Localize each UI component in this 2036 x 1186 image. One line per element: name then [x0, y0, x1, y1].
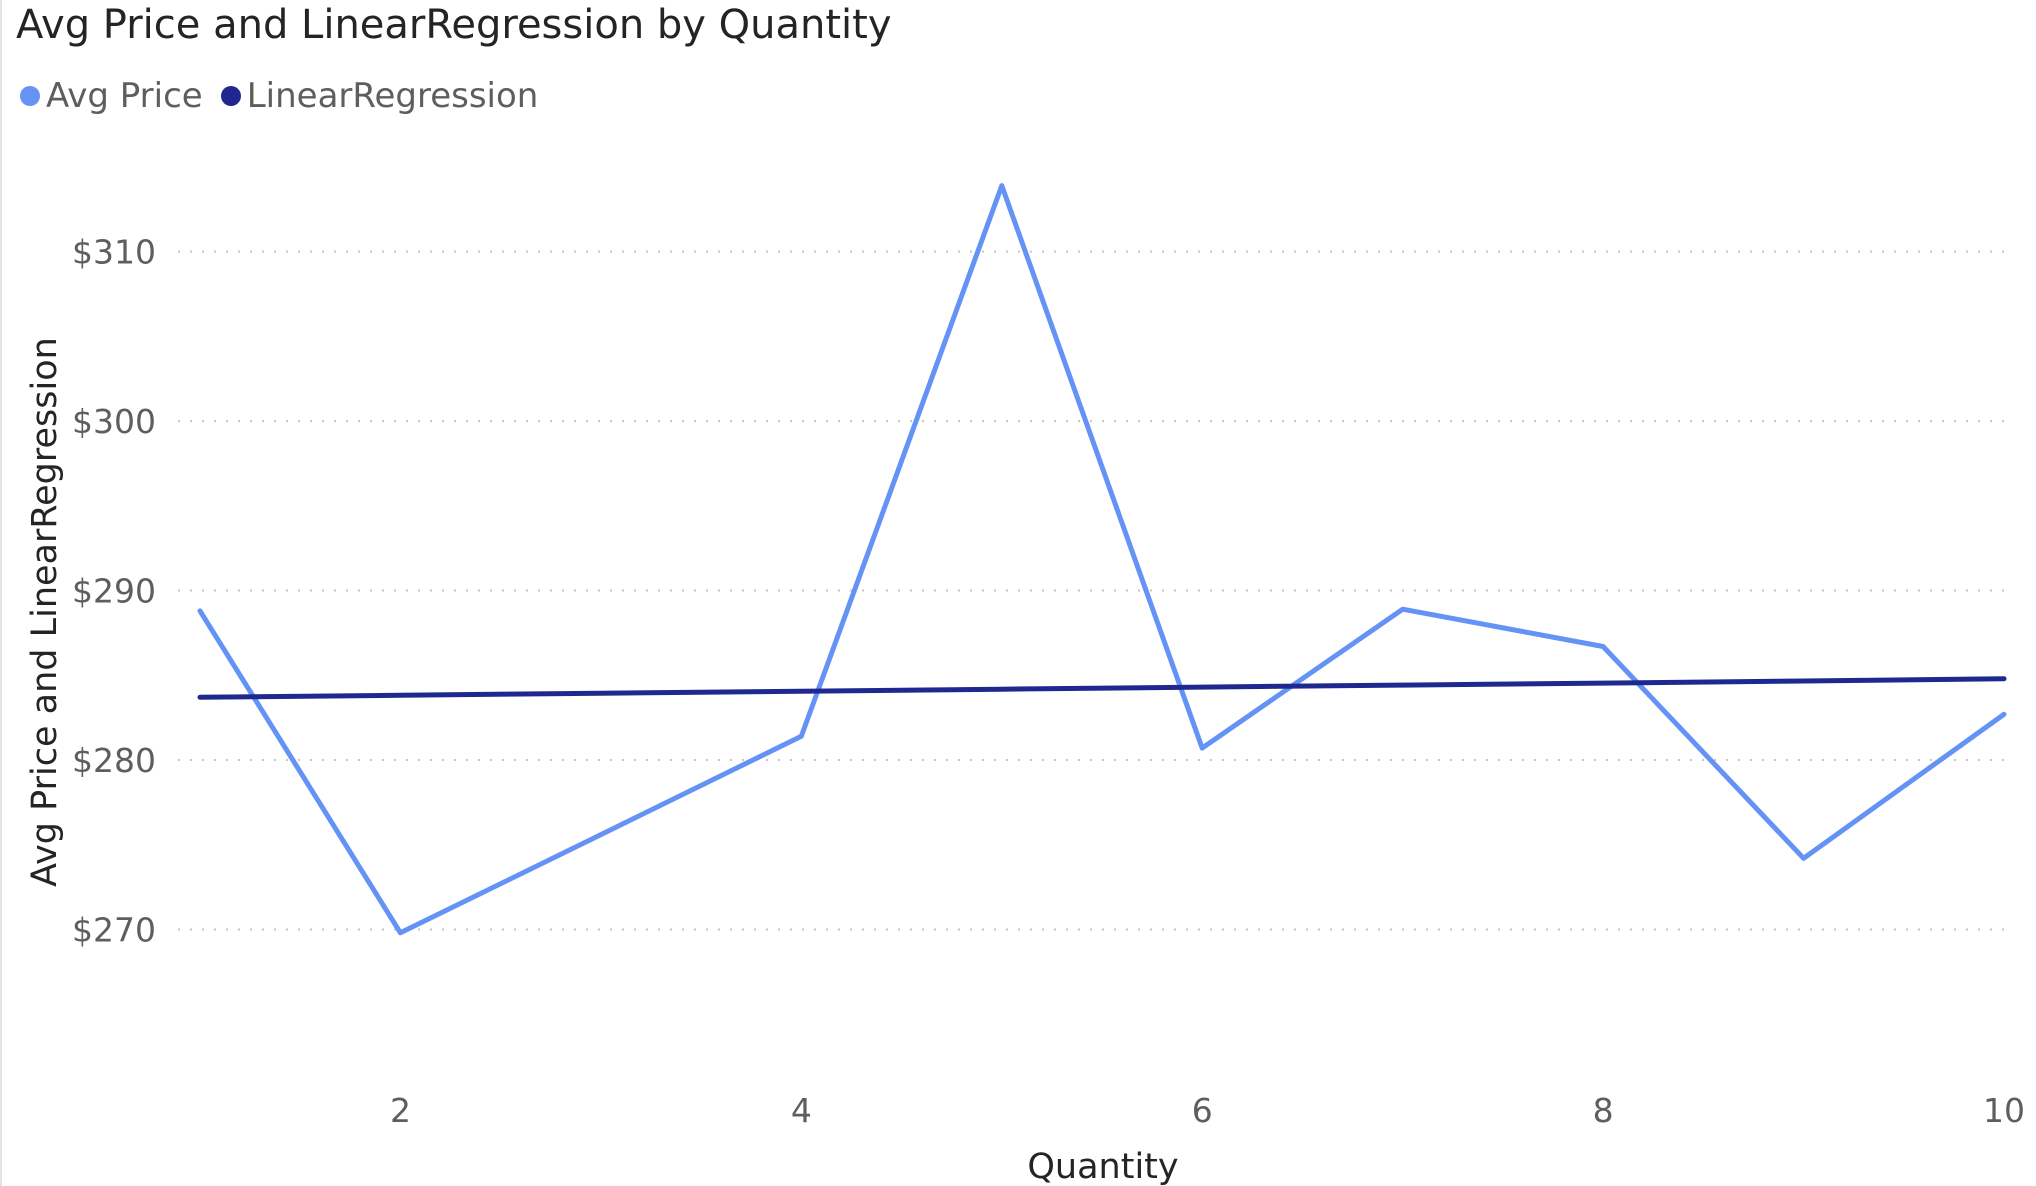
series-line-avg-price[interactable]: [197, 183, 2007, 936]
y-axis-ticks: $270 $280 $290 $300 $310: [72, 233, 156, 950]
x-axis-ticks: 2 4 6 8 10: [390, 1091, 2025, 1130]
legend-label-avg-price: Avg Price: [46, 76, 203, 116]
y-tick-label: $310: [72, 233, 156, 272]
y-tick-label: $290: [72, 572, 156, 611]
series-lines: [197, 183, 2007, 936]
y-tick-label: $300: [72, 402, 156, 441]
legend-label-linear-regression: LinearRegression: [246, 76, 539, 116]
x-tick-label: 8: [1593, 1091, 1614, 1130]
gridlines: [178, 250, 2004, 931]
y-tick-label: $270: [72, 910, 156, 949]
chart-title: Avg Price and LinearRegression by Quanti…: [16, 2, 892, 48]
x-tick-label: 2: [390, 1091, 411, 1130]
legend: Avg Price LinearRegression: [20, 76, 538, 116]
x-axis-title: Quantity: [1027, 1147, 1178, 1186]
legend-marker-avg-price: [20, 86, 40, 106]
y-tick-label: $280: [72, 741, 156, 780]
legend-item-avg-price[interactable]: Avg Price: [20, 76, 203, 116]
y-axis-title: Avg Price and LinearRegression: [25, 337, 65, 887]
series-line-linearregression[interactable]: [197, 676, 2007, 700]
x-tick-label: 6: [1192, 1091, 1213, 1130]
legend-marker-linear-regression: [220, 86, 241, 106]
legend-item-linear-regression[interactable]: LinearRegression: [220, 76, 539, 116]
x-tick-label: 4: [791, 1091, 812, 1130]
x-tick-label: 10: [1983, 1091, 2025, 1130]
